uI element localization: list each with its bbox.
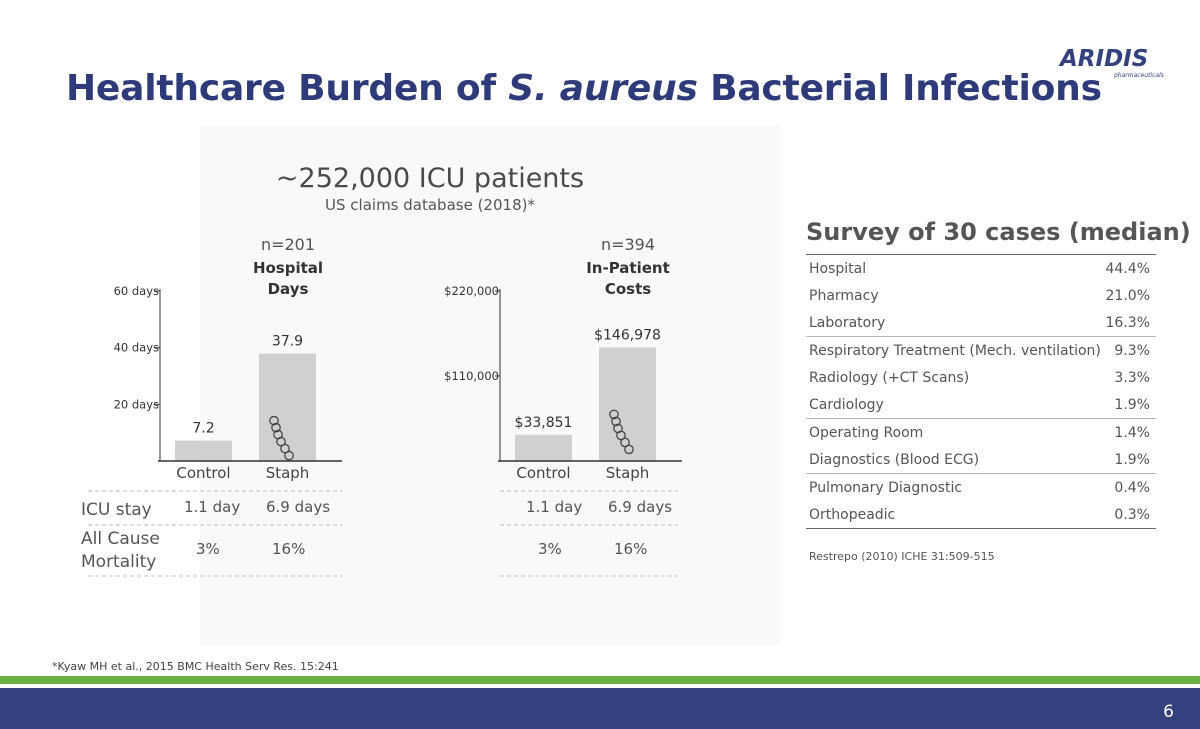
survey-row-label: Orthopeadic: [806, 501, 1105, 529]
chart-y-tick-label: $220,000: [444, 284, 499, 298]
logo-subtext: pharmaceuticals: [1113, 72, 1164, 79]
bacteria-cell: [611, 416, 621, 427]
company-logo: ARIDIS pharmaceuticals: [1058, 25, 1164, 106]
chart-title-line: Hospital: [253, 259, 323, 277]
chart-category-label: Control: [516, 464, 570, 482]
mortality-staph: 16%: [272, 540, 306, 558]
bacteria-cell: [624, 444, 634, 455]
inpatient-costs-chart: n=394 In-Patient Costs $33,851 Control $146,9…: [444, 235, 682, 482]
chart-bar-staph: [259, 353, 316, 461]
survey-row: Cardiology 1.9%: [806, 391, 1156, 419]
icu-stay-control: 1.1 day: [184, 498, 241, 516]
survey-row-label: Diagnostics (Blood ECG): [809, 451, 980, 468]
survey-row-value: 1.4%: [1104, 418, 1156, 446]
logo-wordmark: ARIDIS: [1058, 46, 1148, 72]
chart-title-line: Days: [268, 280, 309, 298]
survey-row-value: 1.9%: [1114, 451, 1150, 468]
mortality-label-line1: All Cause: [81, 529, 160, 549]
survey-title: Survey of 30 cases (median): [806, 218, 1191, 246]
survey-row: Hospital 44.4%: [806, 254, 1156, 282]
chart-y-tick-label: $110,000: [444, 369, 499, 383]
chart-bar-staph: [599, 347, 656, 461]
survey-row-value: 0.3%: [1104, 501, 1156, 529]
survey-row-label: Laboratory: [809, 314, 886, 331]
survey-row-value: 9.3%: [1104, 336, 1156, 364]
green-band: [0, 676, 1200, 684]
icu-stay-control: 1.1 day: [526, 498, 583, 516]
mortality-label-line2: Mortality: [81, 552, 157, 572]
hospital-days-chart: n=201 Hospital Days 7.2 Control 37.9 Staph 20 d…: [114, 235, 342, 482]
bacteria-cell: [284, 450, 294, 461]
chart-bar-control: [515, 434, 572, 461]
survey-row-label: Operating Room: [806, 418, 1105, 446]
survey-row: Radiology (+CT Scans) 3.3%: [806, 364, 1156, 391]
survey-row: Orthopeadic 0.3%: [806, 501, 1156, 529]
survey-source: Restrepo (2010) ICHE 31:509-515: [809, 550, 995, 563]
comparison-dividers: [88, 490, 678, 577]
survey-row-value: 44.4%: [1104, 254, 1156, 282]
survey-row: Pharmacy 21.0%: [806, 282, 1156, 309]
survey-row: Pulmonary Diagnostic 0.4%: [806, 473, 1156, 501]
blue-footer-band: [0, 688, 1200, 729]
bacteria-cell: [269, 415, 279, 426]
survey-row: Operating Room 1.4%: [806, 418, 1156, 446]
chart-y-tick-label: 40 days: [114, 341, 159, 355]
page-number: 6: [1163, 702, 1174, 722]
icu-stay-staph: 6.9 days: [266, 498, 331, 516]
chart-bar-control: [175, 440, 232, 461]
bacteria-cell: [273, 429, 283, 440]
chart-y-tick-label: 60 days: [114, 284, 159, 298]
survey-row-value: 1.9%: [1114, 396, 1150, 413]
mortality-control: 3%: [196, 540, 220, 558]
survey-table: Hospital 44.4% Pharmacy 21.0% Laboratory 16.3…: [806, 254, 1156, 529]
survey-row-label: Cardiology: [809, 396, 884, 413]
chart-title-line: In-Patient: [586, 259, 670, 277]
survey-row-label: Pharmacy: [809, 287, 879, 304]
chart-value-label: 7.2: [192, 421, 214, 437]
chart-value-label: 37.9: [272, 334, 303, 350]
chart-n-label: n=394: [601, 235, 655, 254]
chart-title-line: Costs: [605, 280, 651, 298]
bacteria-cell: [271, 422, 281, 433]
bacteria-cell: [280, 443, 290, 454]
survey-row: Laboratory 16.3%: [806, 309, 1156, 337]
bacteria-chain-icon: [269, 415, 294, 461]
bacteria-cell: [609, 409, 619, 420]
survey-row-value: 16.3%: [1105, 314, 1150, 331]
chart-category-label: Staph: [606, 464, 650, 482]
survey-row-label: Hospital: [806, 254, 1105, 282]
survey-row: Respiratory Treatment (Mech. ventilation…: [806, 336, 1156, 364]
survey-row-label: Respiratory Treatment (Mech. ventilation…: [806, 336, 1105, 364]
bacteria-cell: [620, 437, 630, 448]
survey-row-value: 21.0%: [1105, 287, 1150, 304]
chart-category-label: Control: [176, 464, 230, 482]
chart-n-label: n=201: [261, 235, 315, 254]
bacteria-chain-icon: [609, 409, 634, 455]
chart-y-tick-label: 20 days: [114, 397, 159, 411]
footnote: *Kyaw MH et al., 2015 BMC Health Serv Re…: [52, 660, 339, 673]
mortality-control: 3%: [538, 540, 562, 558]
survey-row-value: 3.3%: [1114, 369, 1150, 386]
icu-stay-staph: 6.9 days: [608, 498, 673, 516]
survey-row-label: Pulmonary Diagnostic: [806, 473, 1105, 501]
study-subheading: US claims database (2018)*: [325, 196, 535, 214]
icu-stay-label: ICU stay: [81, 500, 152, 520]
study-heading: ~252,000 ICU patients: [275, 163, 585, 194]
survey-row-value: 0.4%: [1104, 473, 1156, 501]
chart-category-label: Staph: [266, 464, 310, 482]
chart-value-label: $33,851: [515, 415, 573, 431]
bacteria-cell: [613, 423, 623, 434]
page-title: Healthcare Burden of S. aureus Bacterial…: [66, 68, 1102, 109]
survey-row: Diagnostics (Blood ECG) 1.9%: [806, 446, 1156, 474]
chart-value-label: $146,978: [594, 327, 661, 343]
survey-row-label: Radiology (+CT Scans): [809, 369, 970, 386]
mortality-staph: 16%: [614, 540, 648, 558]
